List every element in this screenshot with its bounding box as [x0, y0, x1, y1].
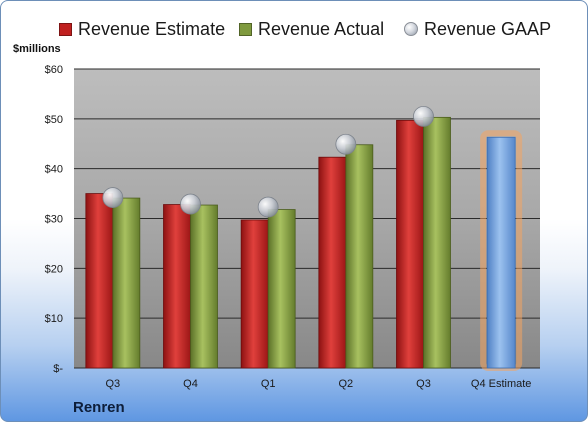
- bar-revenue-estimate: [240, 219, 269, 369]
- x-tick-label: Q2: [338, 378, 353, 390]
- x-tick-label: Q3: [416, 378, 431, 390]
- company-name: Renren: [73, 399, 125, 416]
- y-tick-label: $10: [45, 313, 63, 325]
- bar-revenue-estimate: [318, 156, 347, 369]
- gaap-markers: [102, 105, 434, 218]
- bar-revenue-estimate: [396, 119, 424, 369]
- chart-legend: Revenue Estimate Revenue Actual Revenue …: [1, 15, 587, 43]
- marker-revenue-gaap: [180, 193, 201, 215]
- x-tick-label: Q4: [183, 378, 198, 390]
- legend-item-revenue-gaap: Revenue GAAP: [404, 15, 551, 43]
- bar-revenue-forecast: [486, 136, 516, 369]
- y-tick-label: $30: [45, 214, 63, 226]
- x-axis-ticks: Q3 Q4 Q1 Q2 Q3 Q4 Estimate: [105, 378, 531, 390]
- gridlines: [74, 68, 540, 369]
- bar-revenue-actual: [112, 197, 141, 369]
- x-tick-label: Q4 Estimate: [471, 378, 532, 390]
- legend-label-gaap: Revenue GAAP: [424, 18, 552, 39]
- marker-revenue-gaap: [335, 133, 357, 155]
- legend-item-revenue-estimate: Revenue Estimate: [59, 15, 225, 43]
- marker-revenue-gaap: [102, 187, 124, 208]
- legend-label-actual: Revenue Actual: [258, 18, 385, 39]
- y-axis-ticks: $- $10 $20 $30 $40 $50 $60: [45, 64, 64, 375]
- bar-revenue-estimate: [163, 204, 191, 369]
- y-tick-label: $-: [53, 363, 63, 375]
- bar-revenue-estimate: [85, 193, 114, 369]
- bars: [85, 116, 523, 371]
- legend-label-estimate: Revenue Estimate: [78, 18, 226, 39]
- y-tick-label: $40: [45, 164, 63, 176]
- x-tick-label: Q1: [261, 378, 276, 390]
- bar-revenue-actual: [345, 144, 374, 369]
- legend-marker-gaap: [404, 22, 418, 36]
- legend-swatch-actual: [239, 22, 252, 36]
- y-axis-unit-label: $millions: [13, 43, 61, 55]
- bar-revenue-actual: [190, 204, 218, 369]
- marker-revenue-gaap: [257, 196, 279, 218]
- x-tick-label: Q3: [105, 378, 120, 390]
- y-tick-label: $50: [45, 114, 63, 126]
- y-tick-label: $20: [45, 263, 63, 275]
- y-tick-label: $60: [45, 64, 63, 76]
- marker-revenue-gaap: [413, 105, 434, 127]
- bar-revenue-actual: [267, 209, 296, 369]
- legend-item-revenue-actual: Revenue Actual: [239, 15, 384, 43]
- bar-revenue-actual: [423, 116, 451, 369]
- legend-swatch-estimate: [59, 22, 72, 36]
